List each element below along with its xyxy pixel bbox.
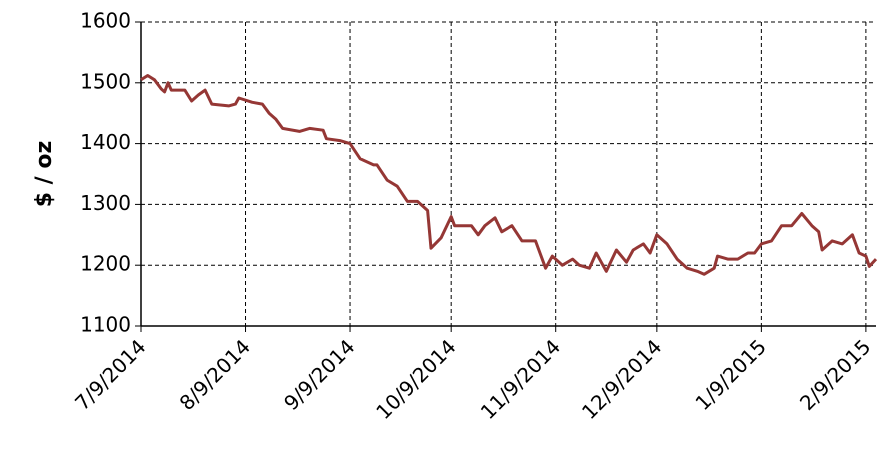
y-tick-label: 1200	[80, 252, 131, 276]
y-tick-label: 1600	[80, 9, 131, 33]
y-tick-label: 1400	[80, 130, 131, 154]
x-tick-label: 10/9/2014	[371, 335, 460, 424]
y-tick-label: 1500	[80, 69, 131, 93]
y-axis-label: $ / oz	[32, 141, 57, 208]
x-tick-label: 8/9/2014	[175, 335, 255, 415]
x-tick-label: 9/9/2014	[279, 335, 359, 415]
x-tick-label: 7/9/2014	[70, 335, 150, 415]
y-tick-label: 1100	[80, 313, 131, 337]
x-tick-label: 11/9/2014	[476, 335, 565, 424]
x-tick-label: 1/9/2015	[690, 335, 770, 415]
x-tick-label: 12/9/2014	[577, 335, 666, 424]
x-tick-label: 2/9/2015	[795, 335, 875, 415]
price-line	[140, 74, 878, 276]
y-tick-label: 1300	[80, 191, 131, 215]
